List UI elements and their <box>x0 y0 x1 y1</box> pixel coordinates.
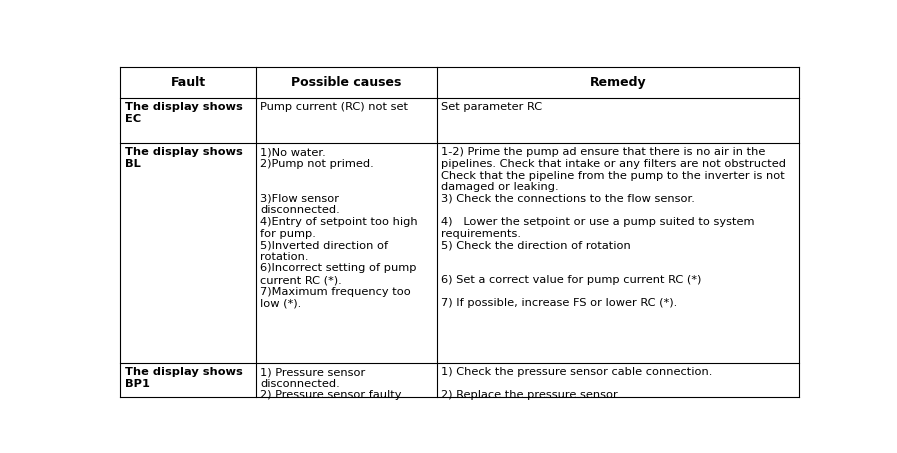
Text: The display shows
BL: The display shows BL <box>125 148 242 169</box>
Text: Set parameter RC: Set parameter RC <box>440 102 542 112</box>
Text: The display shows
EC: The display shows EC <box>125 102 242 124</box>
Text: 1)No water.
2)Pump not primed.


3)Flow sensor
disconnected.
4)Entry of setpoint: 1)No water. 2)Pump not primed. 3)Flow se… <box>260 148 418 308</box>
Text: 1-2) Prime the pump ad ensure that there is no air in the
pipelines. Check that : 1-2) Prime the pump ad ensure that there… <box>440 148 786 308</box>
Text: 1) Pressure sensor
disconnected.
2) Pressure sensor faulty.: 1) Pressure sensor disconnected. 2) Pres… <box>260 367 404 400</box>
Text: Possible causes: Possible causes <box>292 76 402 89</box>
Text: Remedy: Remedy <box>589 76 646 89</box>
Text: Fault: Fault <box>170 76 206 89</box>
Text: The display shows
BP1: The display shows BP1 <box>125 367 242 389</box>
Text: 1) Check the pressure sensor cable connection.

2) Replace the pressure sensor.: 1) Check the pressure sensor cable conne… <box>440 367 712 400</box>
Text: Pump current (RC) not set: Pump current (RC) not set <box>260 102 408 112</box>
